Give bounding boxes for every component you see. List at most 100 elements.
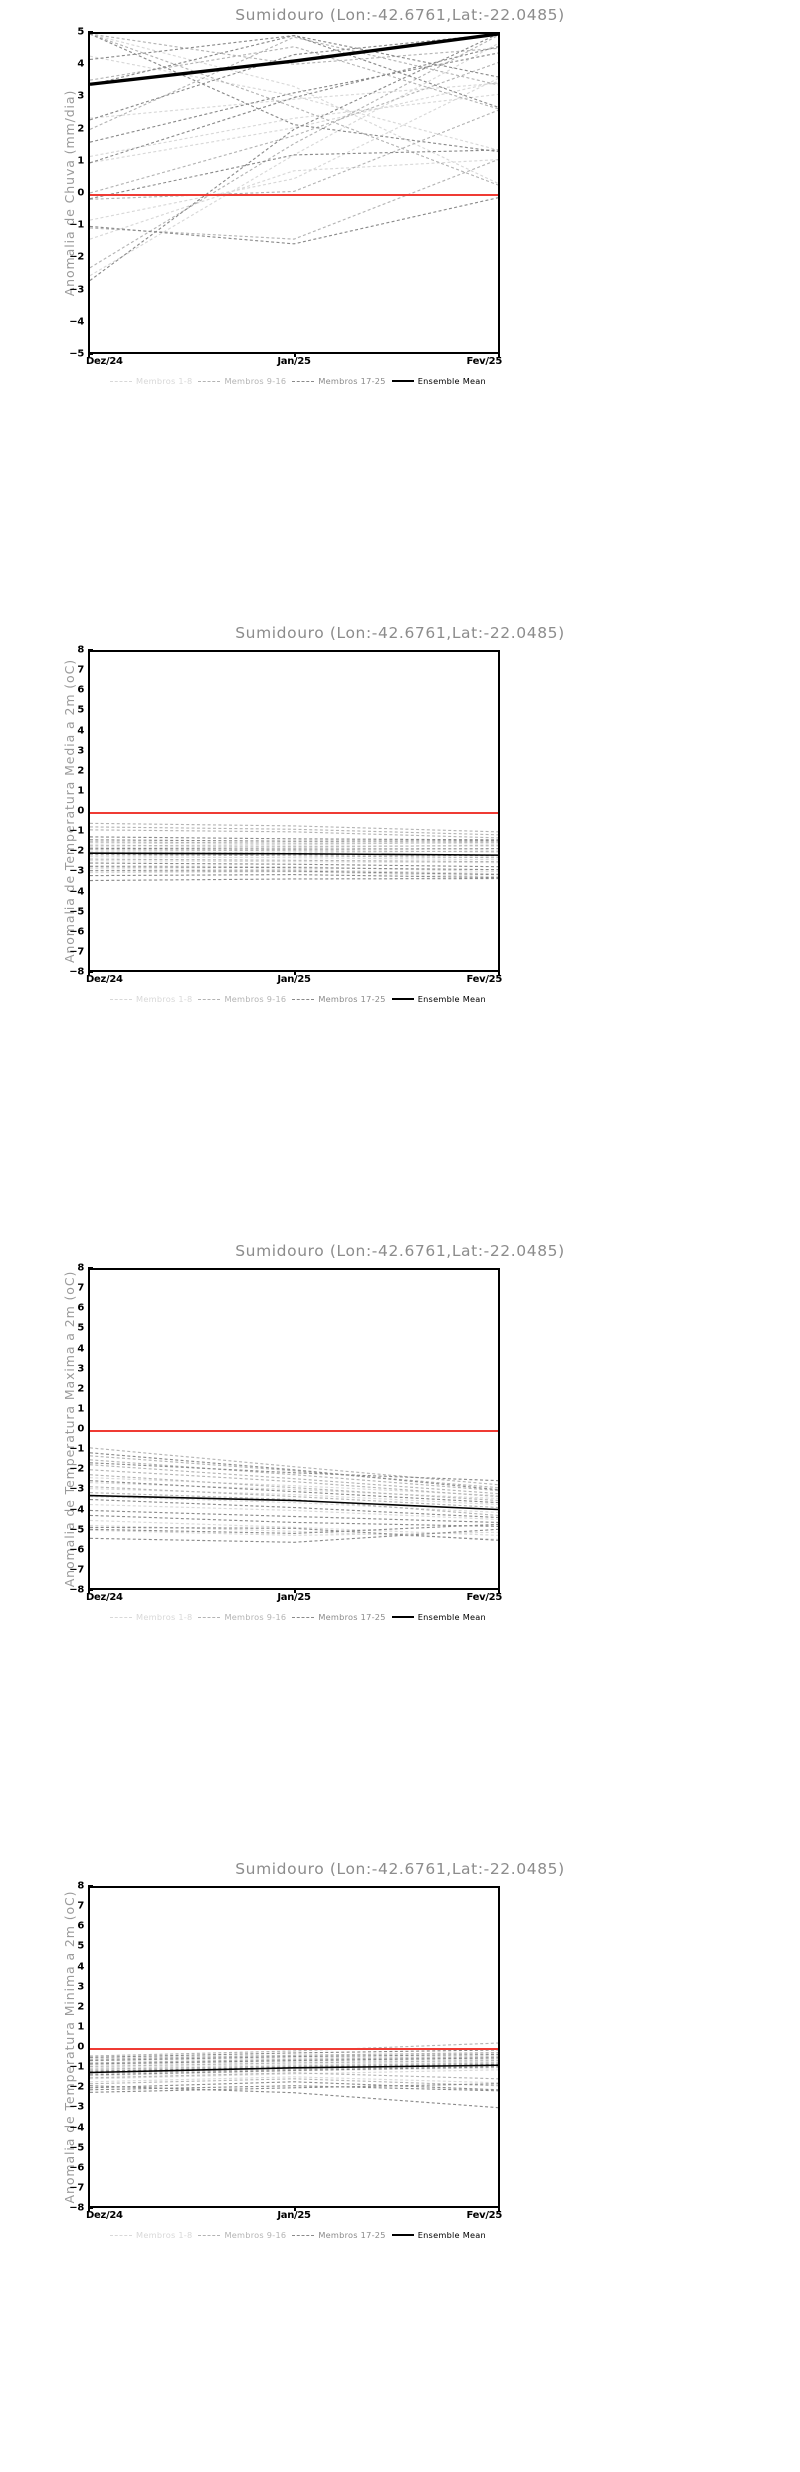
member-line	[90, 870, 498, 876]
series-lines	[90, 1447, 498, 1543]
panel-title: Sumidouro (Lon:-42.6761,Lat:-22.0485)	[235, 6, 565, 24]
member-line	[90, 149, 498, 200]
x-tick-end: Fev/25	[466, 2210, 503, 2221]
legend-dashed-line-icon	[110, 998, 132, 1000]
y-tick-label: −2	[69, 251, 84, 263]
member-line	[90, 860, 498, 864]
y-tick-label: −5	[69, 906, 84, 918]
plot-area	[88, 650, 500, 972]
y-tick-label: −3	[69, 1483, 84, 1495]
member-line	[90, 866, 498, 871]
member-line	[90, 1486, 498, 1509]
y-tick-label: 6	[77, 1920, 84, 1932]
member-line	[90, 1524, 498, 1540]
x-tick-mark	[88, 352, 90, 357]
member-line	[90, 34, 498, 65]
member-line	[90, 849, 498, 853]
y-tick-label: 0	[77, 1423, 84, 1435]
x-tick-mark	[294, 1588, 296, 1593]
legend-label: Membros 17-25	[318, 994, 386, 1004]
x-tick-mark	[294, 970, 296, 975]
member-line	[90, 2066, 498, 2076]
panel-title: Sumidouro (Lon:-42.6761,Lat:-22.0485)	[235, 624, 565, 642]
legend-item: Membros 1-8	[110, 994, 192, 1004]
y-tick-label: 0	[77, 805, 84, 817]
y-tick-labels: 8 7 6 5 4 3 2 1 0 −1 −2 −3 −4 −5 −6 −7 −8	[0, 1881, 88, 2214]
legend-item: Membros 17-25	[292, 994, 385, 1004]
member-line	[90, 55, 498, 151]
legend-solid-line-icon	[391, 998, 414, 1000]
member-line	[90, 1462, 498, 1482]
member-line	[90, 854, 498, 859]
member-line	[90, 826, 498, 836]
member-line	[90, 1509, 498, 1523]
y-tick-label: −6	[69, 2162, 84, 2174]
member-line	[90, 78, 498, 221]
member-line	[90, 844, 498, 847]
plot-area	[88, 32, 500, 354]
member-line	[90, 34, 498, 121]
x-tick-marks	[88, 970, 500, 976]
y-tick-label: 5	[77, 26, 84, 38]
legend-dashed-line-icon	[198, 2234, 221, 2236]
y-tick-label: 0	[77, 187, 84, 199]
member-line	[90, 34, 498, 184]
x-tick-mark	[498, 1588, 500, 1593]
member-line	[90, 1469, 498, 1498]
y-tick-label: 2	[77, 1383, 84, 1395]
legend-solid-line-icon	[391, 1616, 414, 1618]
y-tick-label: −4	[69, 1504, 84, 1515]
x-tick-labels: Dez/24 Jan/25 Fev/25	[86, 974, 502, 990]
chart-legend: Membros 1-8 Membros 9-16 Membros 17-25 Ense…	[88, 994, 500, 1004]
legend-label: Membros 9-16	[224, 994, 287, 1004]
x-tick-marks	[88, 2206, 500, 2212]
y-tick-label: −1	[69, 2061, 84, 2073]
y-tick-label: 3	[77, 1363, 84, 1375]
y-tick-label: 1	[77, 785, 84, 797]
member-line	[90, 822, 498, 833]
member-line	[90, 1464, 498, 1495]
y-tick-label: −6	[69, 1544, 84, 1556]
legend-item: Membros 1-8	[110, 2230, 192, 2240]
plot-area	[88, 1268, 500, 1590]
y-tick-labels: 5 4 3 2 1 0 −1 −2 −3 −4 −5	[0, 27, 88, 360]
legend-label: Ensemble Mean	[417, 1612, 486, 1622]
y-tick-mark	[88, 971, 93, 973]
y-tick-label: 3	[77, 1981, 84, 1993]
legend-item: Membros 17-25	[292, 1612, 385, 1622]
member-line	[90, 2065, 498, 2074]
member-line	[90, 34, 498, 281]
panel-title: Sumidouro (Lon:-42.6761,Lat:-22.0485)	[235, 1242, 565, 1260]
member-line	[90, 2055, 498, 2062]
x-tick-mid: Jan/25	[277, 2210, 311, 2221]
panel-title: Sumidouro (Lon:-42.6761,Lat:-22.0485)	[235, 1860, 565, 1878]
y-tick-label: 1	[77, 155, 84, 167]
zero-reference-line	[90, 812, 498, 814]
member-line	[90, 2062, 498, 2070]
member-line	[90, 865, 498, 873]
legend-solid-line-icon	[391, 2234, 414, 2236]
x-tick-mark	[88, 2206, 90, 2211]
member-line	[90, 1480, 498, 1504]
x-tick-labels: Dez/24 Jan/25 Fev/25	[86, 356, 502, 372]
legend-dashed-line-icon	[292, 1616, 315, 1618]
series-lines	[90, 822, 498, 882]
member-line	[90, 2059, 498, 2068]
member-line	[90, 847, 498, 850]
y-tick-label: 8	[77, 1262, 84, 1274]
y-tick-label: 2	[77, 2001, 84, 2013]
y-tick-label: 7	[77, 1282, 84, 1294]
legend-label: Membros 17-25	[318, 2230, 386, 2240]
panel-precipitation-anomaly: Sumidouro (Lon:-42.6761,Lat:-22.0485) An…	[0, 0, 800, 618]
x-tick-mark	[498, 352, 500, 357]
y-tick-label: −8	[69, 966, 84, 978]
series-lines	[90, 2042, 498, 2109]
legend-solid-line-icon	[391, 380, 414, 382]
member-line	[90, 1498, 498, 1519]
member-line	[90, 2063, 498, 2071]
x-tick-mark	[88, 970, 90, 975]
legend-label: Membros 1-8	[136, 1612, 193, 1622]
y-tick-label: −6	[69, 926, 84, 938]
y-tick-labels: 8 7 6 5 4 3 2 1 0 −1 −2 −3 −4 −5 −6 −7 −8	[0, 1263, 88, 1596]
panel-min-temperature-anomaly: Sumidouro (Lon:-42.6761,Lat:-22.0485) An…	[0, 1854, 800, 2472]
